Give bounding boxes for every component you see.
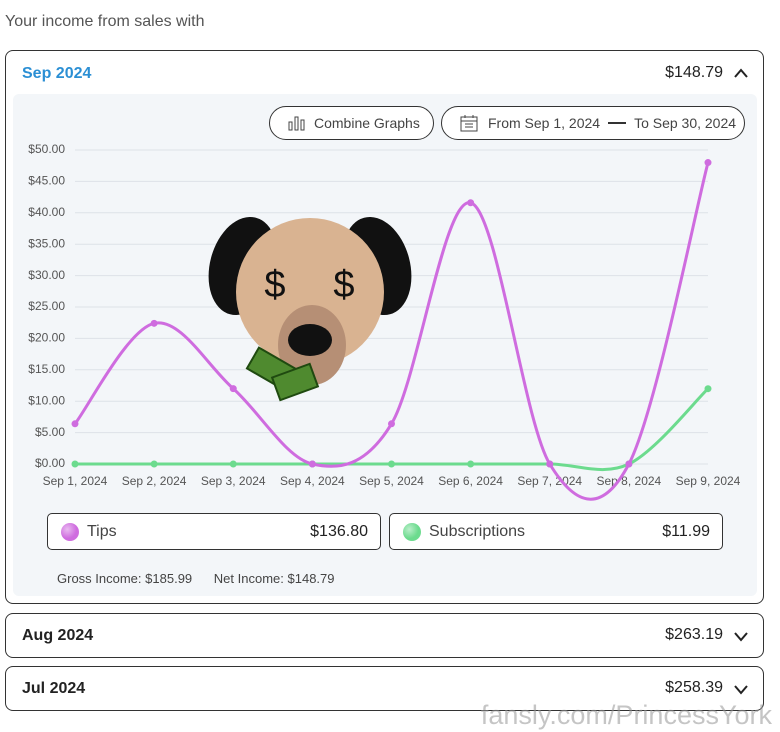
month-card[interactable]: Aug 2024 $263.19 [5,613,764,658]
y-tick-label: $5.00 [35,425,65,439]
combine-graphs-button[interactable]: Combine Graphs [269,106,434,140]
x-tick-label: Sep 6, 2024 [438,474,503,488]
dog-head [236,218,384,366]
series-line [74,387,710,472]
data-point [71,460,79,468]
data-point [704,385,712,393]
data-point [467,460,475,468]
month-label: Aug 2024 [22,627,94,644]
dog-sticker: $ $ [208,216,412,402]
eye: $ [264,264,285,306]
net-label: Net Income: [213,571,284,586]
date-range-button[interactable]: From Sep 1, 2024 To Sep 30, 2024 [441,106,745,140]
y-tick-label: $0.00 [35,456,65,470]
month-card[interactable]: Jul 2024 $258.39 [5,666,764,711]
chevron-down[interactable] [733,630,749,642]
gross-value: $185.99 [145,571,193,586]
y-tick-label: $20.00 [28,331,65,345]
gross-label: Gross Income: [57,571,142,586]
legend-name: Tips [87,523,117,540]
data-point [388,420,395,428]
x-tick-label: Sep 8, 2024 [597,474,662,488]
date-from: From Sep 1, 2024 [488,115,601,131]
net-value: $148.79 [287,571,335,586]
watermark: fansly.com/PrincessYork [480,700,772,730]
month-card[interactable]: Sep 2024 $148.79 [5,50,764,604]
data-point [71,420,79,428]
month-total: $148.79 [665,64,723,81]
data-point [704,159,712,167]
x-tick-label: Sep 2, 2024 [122,474,187,488]
x-tick-label: Sep 3, 2024 [201,474,266,488]
legend-item[interactable]: Tips $136.80 [47,513,381,550]
data-point [546,460,554,468]
legend-name: Subscriptions [429,523,526,540]
chevron-down[interactable] [733,683,749,695]
legend-total: $11.99 [662,523,710,540]
x-tick-label: Sep 1, 2024 [43,474,108,488]
money [270,362,320,402]
y-tick-label: $25.00 [28,299,65,313]
month-total: $258.39 [665,679,723,696]
nose [288,324,332,356]
y-tick-label: $45.00 [28,174,65,188]
y-tick-label: $10.00 [28,393,65,407]
subtitle: Your income from sales with [5,13,205,30]
y-tick-label: $30.00 [28,268,65,282]
data-point [150,319,158,327]
legend-dot [61,523,79,541]
button-label: Combine Graphs [314,115,420,131]
chevron-up[interactable] [733,67,749,79]
y-tick-label: $40.00 [28,205,65,219]
summary: Gross Income: $185.99 Net Income: $148.7… [57,571,335,586]
data-point [229,385,237,393]
x-tick-label: Sep 7, 2024 [517,474,582,488]
data-point [229,460,237,468]
legend-item[interactable]: Subscriptions $11.99 [389,513,723,550]
legend-dot [403,523,421,541]
legend-total: $136.80 [310,523,368,540]
data-point [388,460,395,468]
bar-icon [288,116,305,131]
month-total: $263.19 [665,626,723,643]
month-label: Sep 2024 [22,65,92,82]
x-tick-label: Sep 5, 2024 [359,474,424,488]
x-tick-label: Sep 4, 2024 [280,474,345,488]
calendar-icon [460,115,478,132]
data-point [308,460,316,468]
x-tick-label: Sep 9, 2024 [676,474,741,488]
y-tick-label: $35.00 [28,236,65,250]
chart-panel [13,94,757,596]
data-point [467,199,475,207]
data-point [625,460,633,468]
dash [608,122,627,124]
date-to: To Sep 30, 2024 [634,115,737,131]
y-tick-label: $50.00 [28,142,65,156]
eye: $ [333,264,354,306]
data-point [150,460,158,468]
y-tick-label: $15.00 [28,362,65,376]
month-label: Jul 2024 [22,680,86,697]
